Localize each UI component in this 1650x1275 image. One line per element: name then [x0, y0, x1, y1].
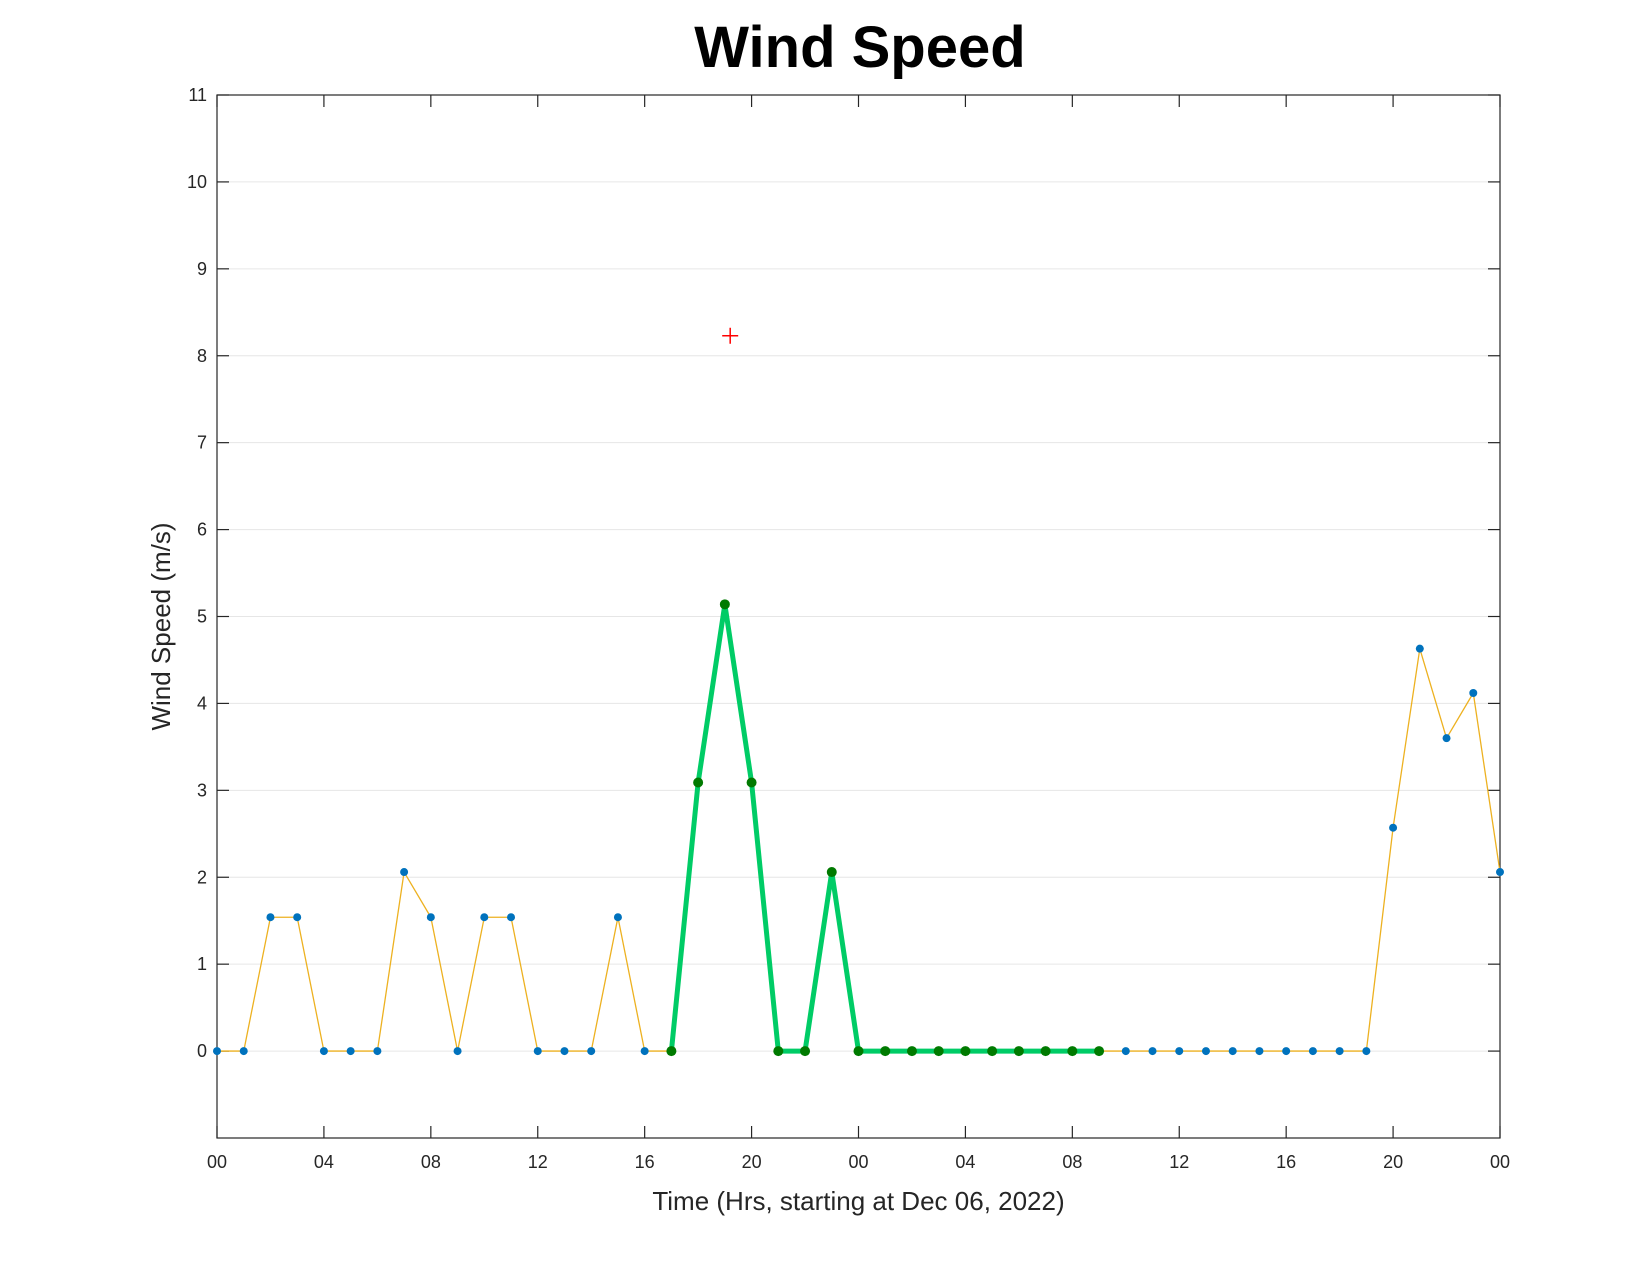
data-point [613, 913, 622, 922]
data-point [453, 1047, 462, 1056]
data-point [1228, 1047, 1237, 1056]
highlight-point [853, 1046, 864, 1057]
data-point [426, 913, 435, 922]
data-point [480, 913, 489, 922]
data-point [1415, 644, 1424, 653]
y-tick-label: 0 [197, 1041, 207, 1061]
data-point [1335, 1047, 1344, 1056]
data-point [346, 1047, 355, 1056]
y-axis-label: Wind Speed (m/s) [146, 522, 176, 730]
x-tick-label: 16 [1276, 1152, 1296, 1172]
data-point [373, 1047, 382, 1056]
highlight-point [960, 1046, 971, 1057]
highlight-point [693, 777, 704, 788]
highlight-point [719, 599, 730, 610]
x-tick-label: 12 [528, 1152, 548, 1172]
highlight-point [1067, 1046, 1078, 1057]
series-line [217, 603, 1501, 1052]
data-point [266, 913, 275, 922]
annotation-plus-marker [722, 327, 739, 344]
x-tick-label: 00 [207, 1152, 227, 1172]
highlight-point [1094, 1046, 1105, 1057]
series-layer [213, 327, 1504, 1057]
highlight-point [933, 1046, 944, 1057]
highlight-point [880, 1046, 891, 1057]
y-tick-label: 2 [197, 867, 207, 887]
data-point [1282, 1047, 1291, 1056]
x-tick-label: 08 [421, 1152, 441, 1172]
x-tick-label: 20 [742, 1152, 762, 1172]
y-tick-label: 8 [197, 346, 207, 366]
highlight-series-line [668, 601, 1100, 1054]
data-point [293, 913, 302, 922]
data-point [1496, 868, 1504, 877]
data-point [213, 1047, 221, 1056]
data-point [533, 1047, 542, 1056]
x-tick-label: 16 [635, 1152, 655, 1172]
highlight-point [906, 1046, 917, 1057]
data-point [1148, 1047, 1157, 1056]
data-point [1201, 1047, 1210, 1056]
data-point [239, 1047, 248, 1056]
data-point [319, 1047, 328, 1056]
x-tick-label: 12 [1169, 1152, 1189, 1172]
y-tick-label: 3 [197, 780, 207, 800]
y-tick-label: 4 [197, 693, 207, 713]
data-point [1255, 1047, 1264, 1056]
y-tick-label: 11 [188, 85, 207, 105]
x-tick-label: 04 [314, 1152, 334, 1172]
x-tick-label: 00 [1490, 1152, 1510, 1172]
highlight-point [826, 867, 837, 878]
highlight-point [987, 1046, 998, 1057]
x-tick-label: 20 [1383, 1152, 1403, 1172]
highlight-point [1013, 1046, 1024, 1057]
y-tick-label: 5 [197, 607, 207, 627]
highlight-point [800, 1046, 811, 1057]
x-tick-label: 04 [955, 1152, 975, 1172]
data-point [1308, 1047, 1317, 1056]
data-point [507, 913, 516, 922]
data-point [1175, 1047, 1184, 1056]
data-point [1121, 1047, 1130, 1056]
data-point [1469, 688, 1478, 697]
y-tick-label: 10 [187, 172, 207, 192]
highlight-point [1040, 1046, 1051, 1057]
data-point [587, 1047, 596, 1056]
x-tick-label: 00 [848, 1152, 868, 1172]
chart-title: Wind Speed [694, 15, 1026, 80]
highlight-point [666, 1046, 677, 1057]
x-axis-label: Time (Hrs, starting at Dec 06, 2022) [652, 1186, 1064, 1216]
y-tick-label: 7 [197, 433, 207, 453]
data-point [560, 1047, 569, 1056]
y-tick-label: 1 [197, 954, 207, 974]
highlight-point [773, 1046, 784, 1057]
highlight-point [746, 777, 757, 788]
data-point [1389, 823, 1398, 832]
data-point [1442, 734, 1451, 743]
data-point [640, 1047, 649, 1056]
data-point [1362, 1047, 1371, 1056]
y-tick-label: 6 [197, 520, 207, 540]
data-point [400, 868, 409, 877]
x-tick-label: 08 [1062, 1152, 1082, 1172]
grid-lines [217, 94, 1500, 1052]
y-tick-label: 9 [197, 259, 207, 279]
